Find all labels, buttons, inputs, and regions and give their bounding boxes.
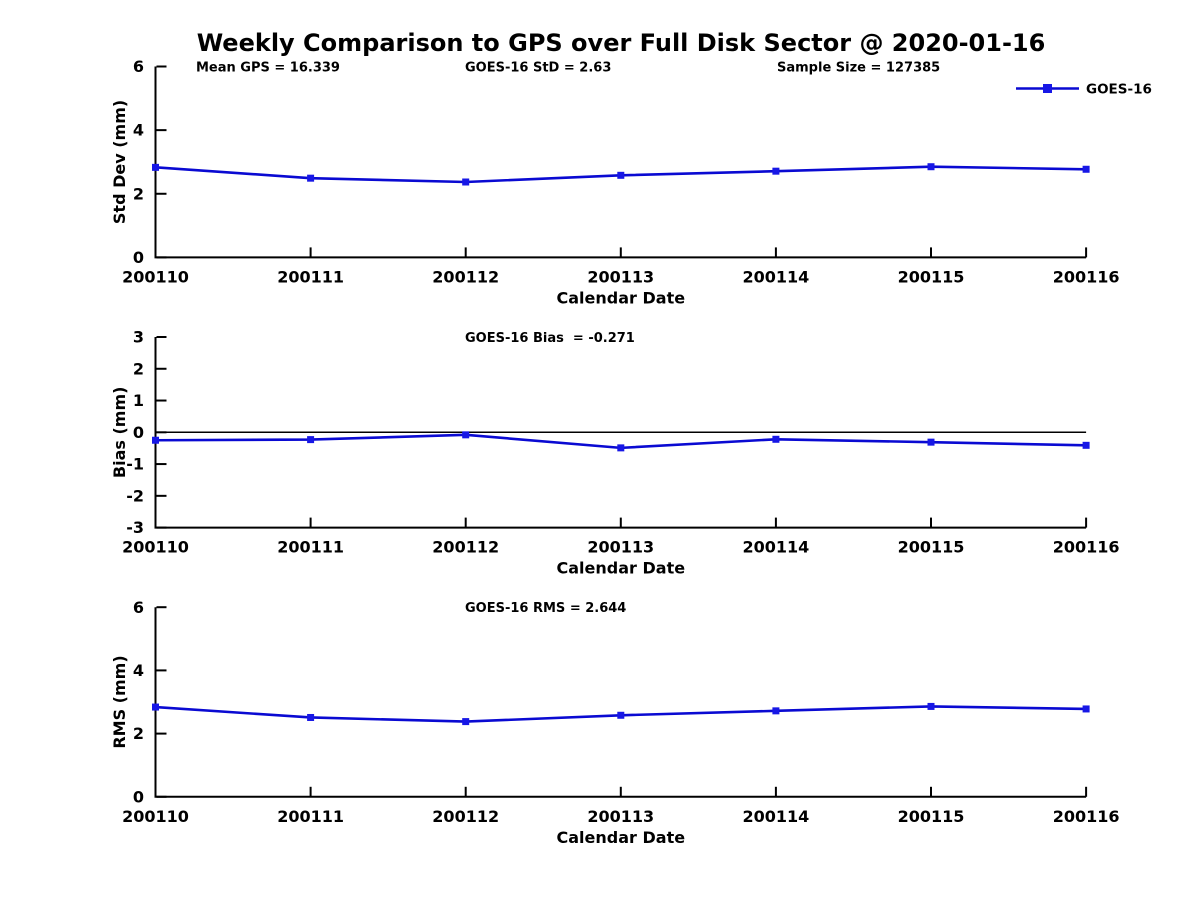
x-tick-label: 200115: [898, 267, 965, 286]
data-point-marker: [307, 174, 315, 182]
axis-spines: [154, 607, 1087, 798]
y-tick-label: 1: [133, 391, 144, 410]
data-point-marker: [617, 711, 625, 719]
x-tick-label: 200112: [432, 267, 499, 286]
data-point-marker: [772, 167, 780, 175]
y-axis-label: RMS (mm): [110, 655, 129, 748]
y-tick-label: 6: [133, 598, 144, 617]
y-axis-label: Bias (mm): [110, 387, 129, 479]
y-tick-label: 4: [133, 661, 144, 680]
y-tick-label: 0: [133, 248, 144, 267]
legend: GOES-16: [1016, 81, 1152, 97]
x-axis-label: Calendar Date: [557, 559, 686, 578]
panel-std-dev: 0 2 4 6 200110 200111 200112 200113 200114 200115…: [110, 57, 1152, 307]
legend-label: GOES-16: [1086, 81, 1152, 97]
data-point-marker: [772, 707, 780, 715]
y-tick-label: 6: [133, 57, 144, 76]
x-tick-label: 200111: [277, 267, 344, 286]
x-tick-label: 200110: [122, 538, 189, 557]
data-point-marker: [462, 431, 470, 439]
x-tick-label: 200113: [587, 538, 654, 557]
x-tick-label: 200114: [743, 267, 810, 286]
data-point-marker: [152, 703, 159, 711]
x-axis-label: Calendar Date: [557, 288, 686, 307]
x-tick-label: 200115: [898, 807, 965, 826]
y-tick-label: -2: [126, 486, 144, 505]
data-point-marker: [307, 436, 315, 444]
y-tick-label: 4: [133, 121, 144, 140]
data-point-marker: [927, 702, 935, 710]
axis-spines: [154, 66, 1087, 259]
y-tick-label: 3: [133, 328, 144, 347]
data-point-marker: [152, 163, 159, 171]
figure-title: Weekly Comparison to GPS over Full Disk …: [197, 29, 1046, 57]
y-tick-label: 2: [133, 359, 144, 378]
chart-panels: 0 2 4 6 200110 200111 200112 200113 200114 200115…: [110, 57, 1152, 847]
data-point-marker: [1082, 705, 1090, 713]
data-point-marker: [772, 435, 780, 443]
x-tick-label: 200111: [277, 807, 344, 826]
x-tick-label: 200115: [898, 538, 965, 557]
x-tick-label: 200110: [122, 267, 189, 286]
data-point-marker: [927, 438, 935, 446]
y-tick-label: 0: [133, 787, 144, 806]
stat-annotation: Sample Size = 127385: [777, 61, 940, 76]
data-point-marker: [1082, 441, 1090, 449]
y-tick-label: -3: [126, 518, 144, 537]
x-tick-label: 200116: [1053, 267, 1120, 286]
x-tick-label: 200112: [432, 807, 499, 826]
data-point-marker: [307, 713, 315, 721]
x-tick-label: 200110: [122, 807, 189, 826]
y-tick-label: 2: [133, 724, 144, 743]
y-tick-label: -1: [126, 455, 144, 474]
stat-annotation: Mean GPS = 16.339: [196, 61, 340, 76]
stat-annotation: GOES-16 Bias = -0.271: [465, 331, 635, 346]
x-tick-label: 200111: [277, 538, 344, 557]
y-tick-label: 2: [133, 184, 144, 203]
y-axis-label: Std Dev (mm): [110, 100, 129, 224]
x-tick-label: 200114: [743, 807, 810, 826]
x-tick-label: 200112: [432, 538, 499, 557]
data-point-marker: [1082, 165, 1090, 173]
data-point-marker: [152, 436, 159, 444]
data-point-marker: [927, 163, 935, 171]
x-tick-label: 200114: [743, 538, 810, 557]
panel-rms: 0 2 4 6 200110 200111 200112 200113 200114 200115…: [110, 598, 1119, 847]
data-point-marker: [462, 718, 470, 726]
x-tick-label: 200116: [1053, 538, 1120, 557]
stat-annotation: GOES-16 RMS = 2.644: [465, 601, 626, 616]
x-axis-label: Calendar Date: [557, 828, 686, 847]
data-point-marker: [617, 171, 625, 179]
y-tick-label: 0: [133, 423, 144, 442]
x-tick-label: 200116: [1053, 807, 1120, 826]
data-point-marker: [617, 444, 625, 452]
x-tick-label: 200113: [587, 807, 654, 826]
stat-annotation: GOES-16 StD = 2.63: [465, 61, 611, 76]
data-point-marker: [462, 178, 470, 186]
legend-marker-sample: [1043, 84, 1052, 93]
x-tick-label: 200113: [587, 267, 654, 286]
